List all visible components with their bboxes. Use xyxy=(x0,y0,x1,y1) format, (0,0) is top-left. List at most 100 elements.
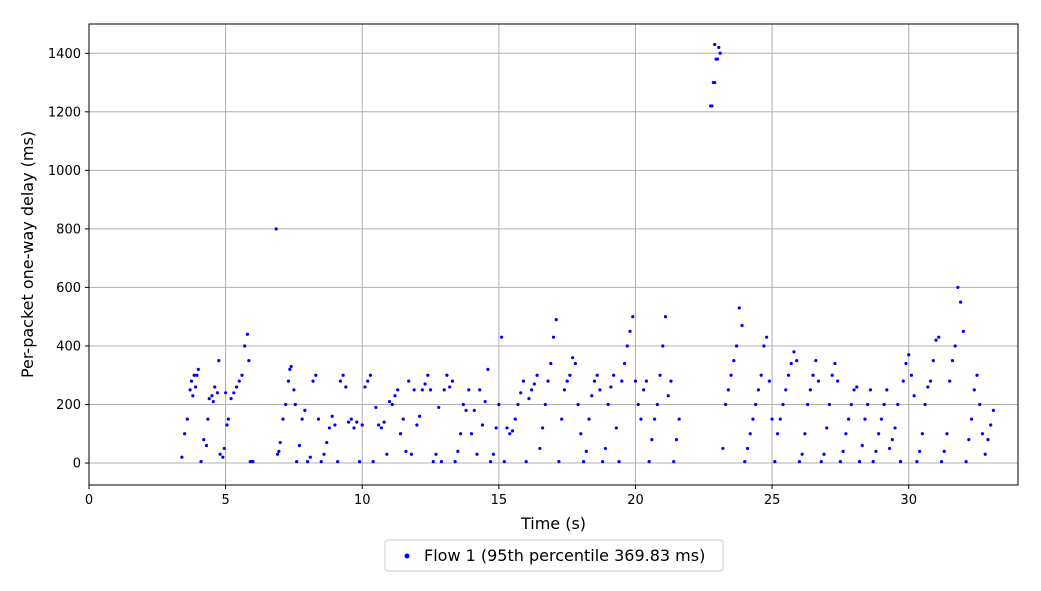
data-point xyxy=(426,373,430,377)
data-point xyxy=(857,459,862,464)
data-point xyxy=(822,452,826,456)
data-point xyxy=(464,408,468,412)
data-point xyxy=(478,388,482,392)
data-point xyxy=(551,335,556,339)
data-point xyxy=(549,361,553,366)
data-point xyxy=(587,417,591,421)
y-axis-ticks: 0 200 400 600 800 1000 1200 1400 xyxy=(48,47,89,472)
data-point xyxy=(192,373,196,377)
x-tick-label: 30 xyxy=(900,493,917,508)
data-point xyxy=(418,414,422,418)
data-point xyxy=(724,402,728,407)
data-point xyxy=(415,423,419,427)
data-point xyxy=(281,417,285,421)
data-point xyxy=(393,394,397,398)
data-point xyxy=(666,394,670,398)
data-point xyxy=(762,344,766,348)
data-point xyxy=(601,459,605,464)
data-point xyxy=(956,285,960,290)
data-point xyxy=(404,449,408,453)
data-point xyxy=(718,51,722,55)
data-point xyxy=(497,402,501,407)
data-point xyxy=(385,452,389,456)
data-point xyxy=(505,426,509,430)
data-point xyxy=(874,449,878,453)
data-point xyxy=(274,227,278,231)
data-point xyxy=(814,359,818,363)
data-point xyxy=(387,399,392,404)
data-point xyxy=(603,446,608,451)
data-point xyxy=(770,417,774,421)
data-point xyxy=(374,405,378,410)
data-point xyxy=(991,408,996,412)
data-point xyxy=(781,402,785,407)
data-point xyxy=(617,459,621,464)
data-point xyxy=(711,80,715,85)
data-point xyxy=(232,391,236,395)
data-point xyxy=(491,452,495,456)
data-point xyxy=(754,402,758,407)
data-point xyxy=(743,459,747,464)
data-point xyxy=(225,423,229,427)
data-point xyxy=(598,388,602,392)
data-point xyxy=(530,388,534,392)
data-point xyxy=(614,426,618,430)
data-point xyxy=(554,318,558,322)
data-point xyxy=(674,438,679,442)
data-point xyxy=(655,402,659,407)
data-point xyxy=(748,432,752,436)
data-point xyxy=(896,402,900,407)
data-point xyxy=(631,315,635,319)
data-point xyxy=(204,443,209,448)
data-point xyxy=(510,429,515,433)
data-point xyxy=(830,373,834,377)
data-point xyxy=(953,344,957,348)
data-point xyxy=(480,423,485,427)
data-point xyxy=(453,459,457,464)
x-tick-label: 20 xyxy=(627,493,644,508)
data-point xyxy=(368,373,373,377)
data-point xyxy=(183,432,187,436)
data-point xyxy=(590,394,594,398)
data-point xyxy=(286,379,291,383)
data-point xyxy=(863,417,867,421)
data-point xyxy=(937,335,941,339)
data-point xyxy=(513,417,517,421)
data-point xyxy=(185,417,189,421)
data-point xyxy=(467,388,471,392)
data-point xyxy=(800,452,804,456)
data-point xyxy=(732,359,736,363)
y-tick-label: 1200 xyxy=(48,105,81,120)
data-point xyxy=(341,373,345,377)
data-point xyxy=(521,379,526,383)
data-point xyxy=(538,446,542,451)
data-point xyxy=(459,432,463,436)
data-point xyxy=(363,385,367,389)
data-point xyxy=(295,459,299,464)
data-point xyxy=(434,452,438,456)
data-point xyxy=(221,455,225,459)
data-point xyxy=(901,379,905,383)
data-point xyxy=(409,452,414,456)
data-point xyxy=(213,385,217,389)
data-point xyxy=(516,402,520,407)
data-point xyxy=(713,42,717,47)
data-point xyxy=(314,373,318,377)
data-point xyxy=(751,417,755,421)
data-point xyxy=(401,417,405,421)
data-point xyxy=(595,373,599,377)
data-point xyxy=(202,438,206,442)
data-point xyxy=(303,408,307,412)
data-point xyxy=(827,402,832,407)
data-point xyxy=(581,459,586,464)
data-point xyxy=(191,394,195,398)
data-point xyxy=(983,452,987,456)
data-point xyxy=(439,459,444,464)
data-point xyxy=(841,449,845,453)
data-point xyxy=(297,443,301,448)
data-point xyxy=(887,446,892,451)
data-point xyxy=(237,379,241,383)
data-point xyxy=(573,361,577,366)
data-point xyxy=(229,397,233,401)
data-point xyxy=(650,438,654,442)
